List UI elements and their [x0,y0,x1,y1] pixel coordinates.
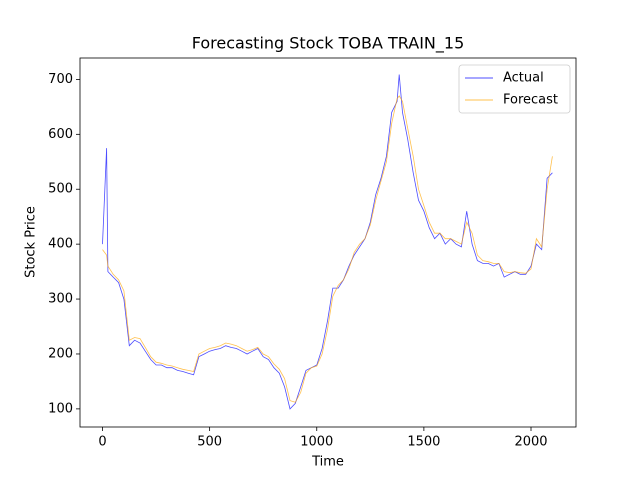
y-tick-label: 300 [48,292,73,307]
x-tick-label: 1000 [300,435,333,450]
plot-frame [79,57,577,428]
x-tick-label: 500 [197,435,222,450]
y-tick-label: 200 [48,346,73,361]
y-tick-label: 600 [48,127,73,142]
x-tick-label: 1500 [407,435,440,450]
x-tick-label: 2000 [514,435,547,450]
y-tick-label: 100 [48,401,73,416]
y-tick-label: 400 [48,237,73,252]
series-line [102,74,553,410]
legend-box [458,64,571,114]
x-axis-label: Time [311,455,344,470]
y-tick-label: 500 [48,182,73,197]
series-line [102,95,553,403]
x-tick-label: 0 [98,435,106,450]
y-tick-label: 700 [48,72,73,87]
legend-label: Forecast [503,93,558,108]
legend-label: Actual [503,71,544,86]
y-axis-label: Stock Price [24,206,39,278]
chart-title: Forecasting Stock TOBA TRAIN_15 [192,34,465,54]
